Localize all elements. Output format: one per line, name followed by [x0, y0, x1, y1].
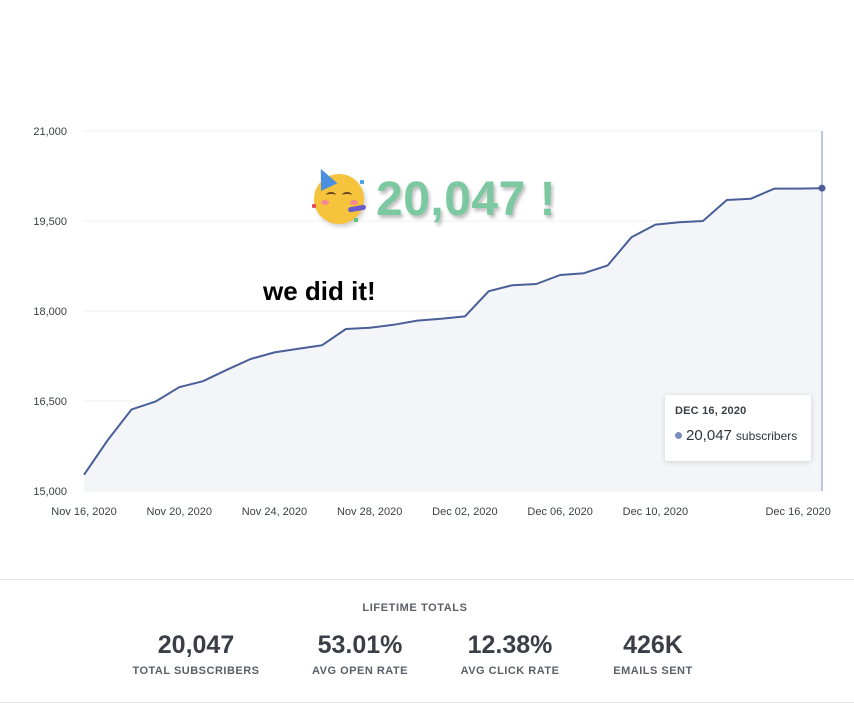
- data-point: [558, 273, 562, 277]
- y-tick-label: 18,000: [33, 306, 67, 318]
- x-tick-label: Nov 24, 2020: [242, 506, 307, 518]
- x-axis-ticks: Nov 16, 2020 Nov 20, 2020 Nov 24, 2020 Nov …: [51, 506, 831, 518]
- data-point: [82, 473, 86, 477]
- x-tick-label: Dec 06, 2020: [527, 506, 592, 518]
- stat-label: AVG OPEN RATE: [312, 665, 408, 677]
- stat-avg-open-rate: 53.01% AVG OPEN RATE: [290, 630, 430, 677]
- celebration-caption: we did it!: [263, 276, 376, 306]
- stat-value: 426K: [623, 631, 683, 659]
- celebration-count: 20,047 !: [376, 172, 557, 226]
- stat-avg-click-rate: 12.38% AVG CLICK RATE: [440, 630, 580, 677]
- data-point: [177, 385, 181, 389]
- totals-top-divider: [0, 579, 854, 580]
- data-point: [368, 326, 372, 330]
- data-point: [225, 368, 229, 372]
- data-point: [106, 438, 110, 442]
- tooltip-date: DEC 16, 2020: [675, 405, 747, 417]
- stat-value: 12.38%: [467, 631, 553, 659]
- y-tick-label: 21,000: [33, 126, 67, 138]
- data-point: [725, 198, 729, 202]
- data-point: [463, 314, 467, 318]
- y-tick-label: 15,000: [33, 486, 67, 498]
- data-point: [344, 327, 348, 331]
- data-point: [249, 357, 253, 361]
- x-tick-label: Dec 02, 2020: [432, 506, 497, 518]
- data-point: [677, 220, 681, 224]
- y-tick-label: 19,500: [33, 216, 67, 228]
- chart-tooltip: DEC 16, 2020 20,047 subscribers: [665, 395, 811, 461]
- data-point: [511, 283, 515, 287]
- x-tick-label: Dec 10, 2020: [623, 506, 688, 518]
- x-tick-label: Nov 16, 2020: [51, 506, 116, 518]
- data-point: [772, 187, 776, 191]
- data-point: [534, 282, 538, 286]
- data-point: [582, 271, 586, 275]
- partying-face-icon: [312, 165, 367, 224]
- hover-point: [818, 184, 826, 192]
- data-point: [130, 407, 134, 411]
- stat-label: EMAILS SENT: [613, 665, 693, 677]
- totals-bottom-divider: [0, 702, 854, 703]
- stat-label: AVG CLICK RATE: [460, 665, 560, 677]
- y-axis-ticks: 21,000 19,500 18,000 16,500 15,000: [33, 126, 67, 498]
- series-dot-icon: [675, 432, 682, 439]
- stat-emails-sent: 426K EMAILS SENT: [588, 630, 718, 677]
- x-tick-label: Nov 20, 2020: [147, 506, 212, 518]
- data-point: [701, 219, 705, 223]
- data-point: [630, 235, 634, 239]
- data-point: [487, 289, 491, 293]
- tooltip-value: 20,047: [686, 427, 732, 444]
- subscriber-growth-chart: 21,000 19,500 18,000 16,500 15,000 Nov 16, 2…: [33, 126, 831, 518]
- y-tick-label: 16,500: [33, 396, 67, 408]
- stat-value: 53.01%: [317, 631, 403, 659]
- x-tick-label: Dec 16, 2020: [765, 506, 830, 518]
- stat-label: TOTAL SUBSCRIBERS: [132, 665, 260, 677]
- data-point: [749, 197, 753, 201]
- celebration-banner: 20,047 !: [312, 165, 557, 228]
- tooltip-unit: subscribers: [735, 429, 798, 443]
- stat-value: 20,047: [157, 631, 235, 659]
- series-line: [83, 187, 823, 476]
- lifetime-totals-title: LIFETIME TOTALS: [362, 602, 468, 614]
- data-point: [606, 263, 610, 267]
- data-point: [272, 350, 276, 354]
- data-point: [439, 317, 443, 321]
- x-tick-label: Nov 28, 2020: [337, 506, 402, 518]
- data-point: [296, 347, 300, 351]
- data-point: [153, 400, 157, 404]
- area-fill: [84, 188, 822, 491]
- data-point: [201, 379, 205, 383]
- data-point: [653, 223, 657, 227]
- stat-total-subscribers: 20,047 TOTAL SUBSCRIBERS: [118, 630, 274, 677]
- data-point: [391, 323, 395, 327]
- data-point: [320, 343, 324, 347]
- data-point: [796, 187, 800, 191]
- data-point: [415, 319, 419, 323]
